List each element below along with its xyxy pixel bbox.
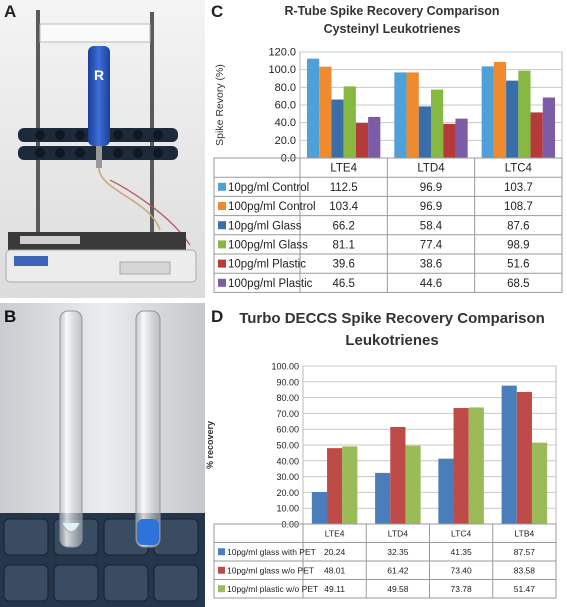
y-tick-label: 60.0 (275, 100, 296, 112)
y-tick-label: 120.0 (268, 47, 296, 59)
data-label: 58.4 (420, 220, 443, 232)
y-axis-label: Spike Revory (%) (214, 64, 226, 146)
y-tick-label: 40.0 (275, 117, 296, 129)
y-tick-label: 100.0 (268, 64, 296, 76)
bar (518, 70, 531, 158)
bar (306, 58, 320, 158)
data-table (213, 157, 563, 293)
data-label: 51.6 (507, 259, 529, 271)
chart-subtitle: Cysteinyl Leukotrienes (324, 22, 461, 36)
legend-entry: 10pg/ml Control (228, 182, 309, 194)
svg-text:R: R (94, 67, 104, 83)
syringe-pump-illustration: R (0, 0, 205, 298)
legend-entry: 10pg/ml Glass (228, 220, 302, 232)
bar (506, 80, 519, 158)
data-label: 46.5 (332, 278, 354, 290)
data-label: 39.6 (332, 259, 354, 271)
panel-label-a: A (4, 2, 17, 21)
y-tick-label: 20.0 (275, 135, 296, 147)
data-label: 87.6 (507, 220, 529, 232)
data-label: 96.9 (420, 182, 442, 194)
bar (368, 116, 381, 158)
legend-swatch (218, 182, 226, 191)
data-label: 81.1 (332, 240, 354, 252)
bar (331, 99, 344, 158)
data-label: 77.4 (420, 240, 443, 252)
x-tick-label: LTC4 (505, 163, 533, 175)
data-label: 103.7 (504, 182, 533, 194)
x-tick-label: LTE4 (330, 163, 357, 175)
legend-entry: 100pg/ml Glass (228, 240, 308, 252)
panel-label-d: D (211, 307, 224, 326)
data-label: 96.9 (420, 201, 442, 213)
legend-swatch (218, 240, 226, 249)
data-label: 38.6 (420, 259, 442, 271)
bar (406, 72, 419, 158)
x-tick-label: LTD4 (417, 163, 445, 175)
photo-syringe-pump-apparatus: R (0, 0, 205, 298)
y-tick-label: 80.0 (275, 82, 296, 94)
bar (443, 123, 456, 158)
bar (319, 66, 332, 158)
panel-label-b: B (4, 307, 17, 326)
data-label: 68.5 (507, 278, 529, 290)
data-label: 66.2 (332, 220, 354, 232)
data-label: 112.5 (330, 182, 358, 194)
bar (394, 72, 407, 158)
collection-tubes-illustration (0, 303, 205, 607)
panel-label-c: C (211, 2, 224, 21)
data-label: 44.6 (420, 278, 442, 290)
bar (530, 112, 543, 158)
legend-swatch (218, 221, 226, 230)
legend-swatch (218, 202, 226, 210)
legend-entry: 100pg/ml Plastic (228, 278, 313, 290)
chart-title: R-Tube Spike Recovery Comparison (284, 4, 499, 18)
bar (418, 106, 431, 158)
bar (493, 61, 507, 158)
legend-entry: 100pg/ml Control (228, 201, 316, 213)
legend-entry: 10pg/ml Plastic (228, 259, 306, 271)
legend-swatch (218, 259, 226, 268)
bar (355, 123, 369, 158)
photo-collection-tubes (0, 303, 205, 607)
data-label: 108.7 (504, 201, 533, 213)
bar (481, 66, 494, 158)
bar (542, 97, 556, 158)
legend-swatch (218, 278, 226, 287)
bar (343, 86, 356, 158)
bar (431, 89, 444, 158)
data-label: 103.4 (329, 201, 358, 213)
bar (455, 118, 468, 158)
data-label: 98.9 (507, 240, 529, 252)
